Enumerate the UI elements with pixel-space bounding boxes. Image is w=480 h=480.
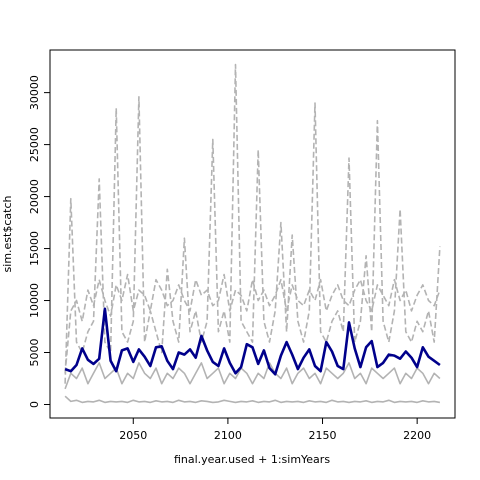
y-tick-label: 0: [28, 401, 41, 408]
x-tick-label: 2150: [309, 429, 337, 442]
series-line: [64, 362, 441, 390]
y-tick-label: 20000: [28, 179, 41, 214]
y-tick-label: 10000: [28, 283, 41, 318]
series-line: [64, 273, 441, 374]
y-tick-label: 5000: [28, 339, 41, 367]
series-line: [64, 395, 441, 404]
y-axis-label: sim.est$catch: [1, 196, 14, 273]
y-tick-label: 15000: [28, 231, 41, 266]
y-tick-label: 25000: [28, 127, 41, 162]
series-line: [64, 307, 441, 376]
series-line: [64, 63, 441, 384]
plot-frame: [49, 49, 456, 419]
y-tick-label: 30000: [28, 75, 41, 110]
x-axis-label: final.year.used + 1:simYears: [174, 453, 330, 466]
x-tick-label: 2200: [403, 429, 431, 442]
x-tick-label: 2050: [119, 429, 147, 442]
x-tick-label: 2100: [214, 429, 242, 442]
